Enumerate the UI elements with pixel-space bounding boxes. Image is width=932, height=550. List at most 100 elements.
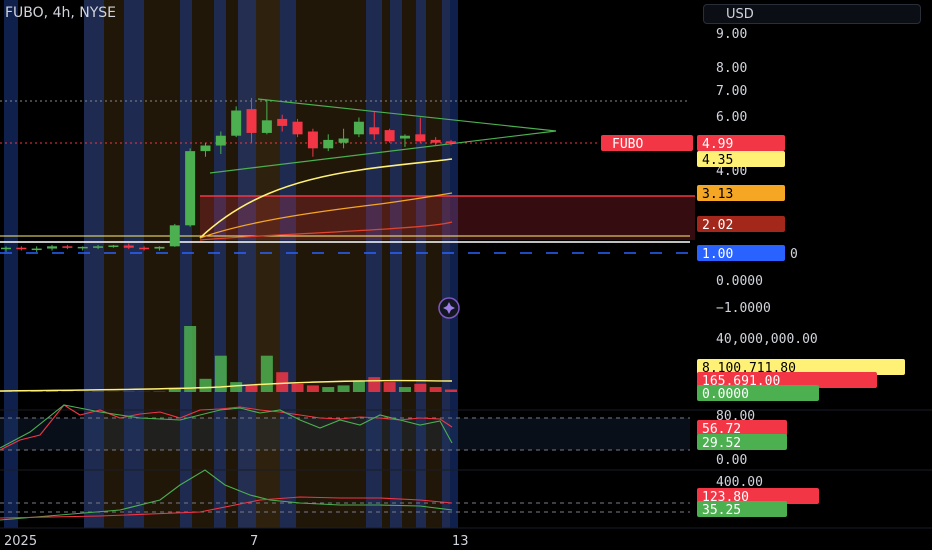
triangle-lower-line: [209, 130, 557, 174]
price-tick-label: 0.0000: [716, 274, 763, 289]
candle-body: [277, 118, 288, 126]
rsi-badge-bg: [697, 420, 787, 436]
volume-ma-badge-bg: [697, 359, 905, 375]
candle-body: [338, 138, 349, 143]
candle: [277, 114, 288, 132]
candle: [215, 131, 226, 154]
ma-fast-badge-bg: [697, 151, 785, 167]
volume-bar: [352, 380, 365, 392]
rsi-tick-label: 0.00: [716, 453, 747, 468]
candle: [353, 117, 364, 138]
candle-body: [139, 247, 150, 250]
ma-fast-badge-text: 4.35: [702, 153, 733, 168]
time-tick-label: 2025: [4, 534, 37, 549]
candle-body: [430, 139, 441, 143]
candle: [1, 246, 11, 252]
volume-bar: [184, 326, 197, 392]
candle: [323, 134, 334, 152]
osc-badge-bg: [697, 488, 819, 504]
price-tick-label: 4.00: [716, 164, 747, 179]
sparkle-icon: [443, 302, 455, 314]
rsi-signal-badge: 29.52: [697, 434, 787, 451]
candle-body: [369, 127, 380, 135]
candle: [77, 246, 88, 251]
volume-zero-badge-bg: [697, 385, 819, 401]
osc-signal-badge-bg: [697, 501, 787, 517]
baseline-badge: 1.00: [697, 245, 785, 262]
volume-bar: [245, 385, 258, 392]
last-price-badge: 4.99: [697, 135, 785, 152]
ma-slow-badge-bg: [697, 216, 785, 232]
candle: [200, 142, 211, 157]
candle-body: [292, 121, 303, 135]
volume-bar: [337, 385, 350, 392]
candle: [123, 243, 134, 250]
currency-selector[interactable]: USD: [703, 4, 921, 24]
baseline-badge-text: 1.00: [702, 247, 733, 262]
symbol-badge-text: FUBO: [612, 137, 643, 152]
volume-tick-label: 40,000,000.00: [716, 332, 818, 347]
background-bands: [4, 0, 458, 528]
candle-body: [1, 247, 11, 250]
symbol-title[interactable]: FUBO, 4h, NYSE: [5, 5, 116, 21]
candle: [154, 246, 165, 251]
volume-bar: [383, 382, 396, 392]
candle: [169, 223, 180, 247]
volume-badge-bg: [697, 372, 877, 388]
volume-bar: [276, 372, 289, 392]
candle-body: [16, 247, 27, 250]
ma-slow-line: [199, 221, 453, 241]
candle: [446, 139, 456, 146]
candle-body: [62, 246, 73, 248]
ma-mid-badge: 3.13: [697, 185, 785, 202]
candle: [16, 246, 27, 251]
candle: [415, 117, 426, 143]
candle-body: [415, 134, 426, 142]
session-column: [84, 0, 104, 528]
volume-bar: [306, 385, 319, 392]
volume-bar: [322, 387, 335, 392]
volume-bar: [368, 377, 381, 392]
candle: [399, 134, 410, 147]
ma-mid-line: [199, 192, 453, 239]
osc-signal-badge: 35.25: [697, 501, 787, 518]
baseline-suffix: 0: [790, 247, 798, 262]
osc-signal-line: [0, 496, 453, 519]
session-column: [4, 0, 18, 528]
session-column: [416, 0, 426, 528]
symbol-badge: FUBO: [601, 135, 693, 152]
rsi-signal-line: [0, 404, 453, 449]
candle-body: [261, 120, 272, 133]
rsi-badge-text: 56.72: [702, 422, 741, 437]
volume-bar: [168, 387, 181, 392]
candle-body: [446, 141, 456, 143]
candle: [93, 244, 104, 250]
candle: [108, 244, 119, 248]
currency-label: USD: [726, 7, 754, 22]
candle-body: [200, 145, 211, 152]
candle: [292, 118, 303, 138]
price-tick-label: 6.00: [716, 110, 747, 125]
ma-slow-badge-text: 2.02: [702, 218, 733, 233]
rsi-line: [0, 404, 453, 451]
session-column: [442, 0, 458, 528]
candle-body: [93, 246, 104, 248]
osc-tick-label: 400.00: [716, 475, 763, 490]
candle: [62, 244, 73, 250]
volume-bar: [214, 355, 227, 392]
session-column: [214, 0, 226, 528]
rsi-badge: 56.72: [697, 420, 787, 437]
candle-body: [108, 245, 119, 247]
ma-fast-line: [199, 158, 453, 239]
volume-bar: [291, 383, 304, 392]
volume-bar: [199, 378, 212, 392]
candle-body: [47, 246, 58, 249]
baseline-badge-bg: [697, 245, 785, 261]
volume-zero-badge-text: 0.0000: [702, 387, 749, 402]
candle: [185, 148, 196, 227]
time-tick-label: 7: [250, 534, 258, 549]
rsi-band: [0, 418, 690, 450]
candle-body: [123, 245, 134, 248]
candle: [261, 100, 272, 135]
